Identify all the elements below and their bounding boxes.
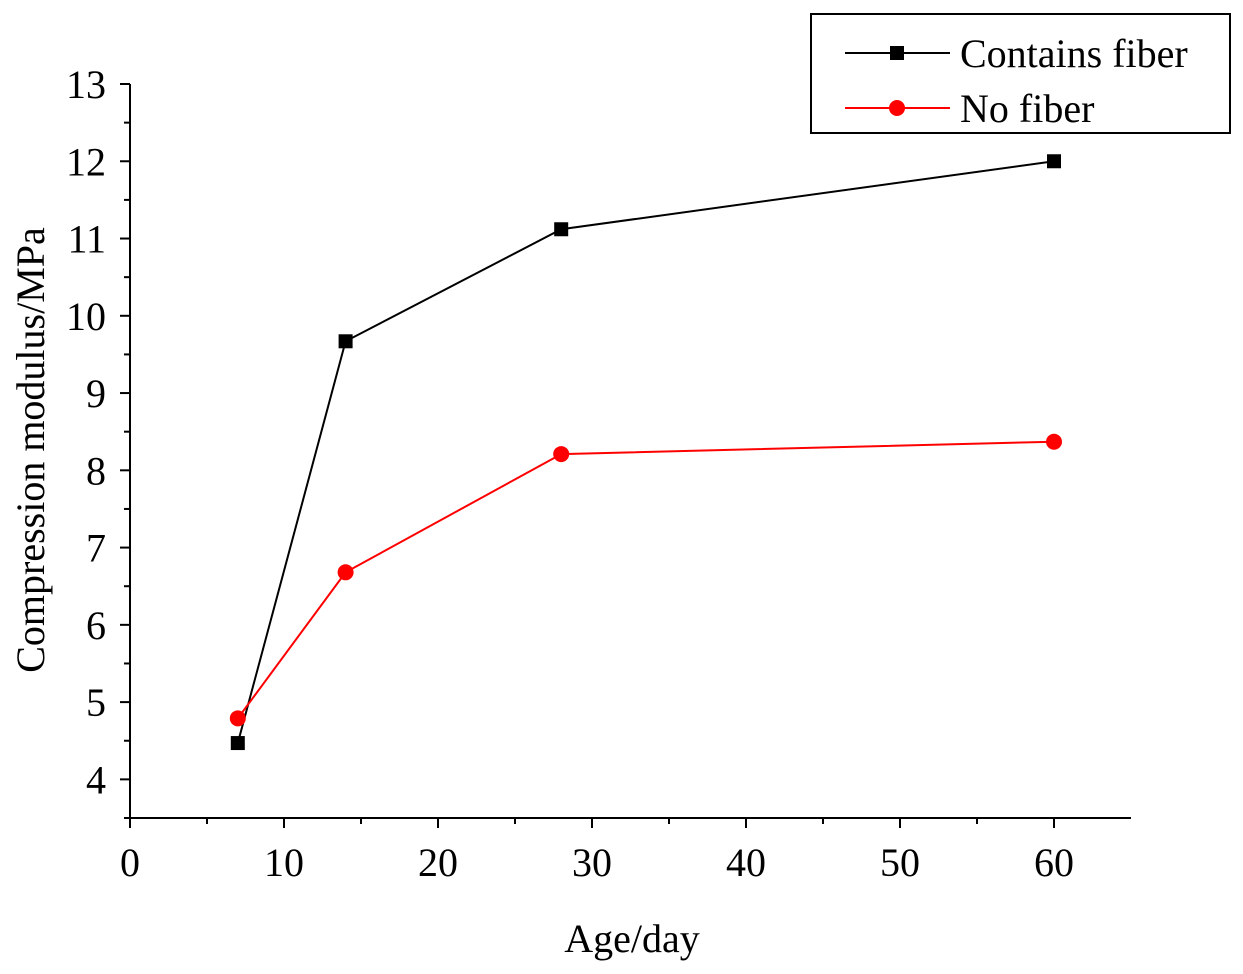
point-no-fiber-14 (337, 564, 354, 581)
y-tick-label-13: 13 (66, 62, 106, 107)
series-layer (229, 154, 1062, 751)
point-contains-fiber-7 (230, 736, 245, 751)
y-tick-label-9: 9 (86, 371, 106, 416)
y-tick-label-4: 4 (86, 757, 106, 802)
legend-label-contains-fiber: Contains fiber (960, 31, 1188, 76)
legend-label-no-fiber: No fiber (960, 86, 1094, 131)
x-tick-label-30: 30 (572, 840, 612, 885)
x-tick-label-40: 40 (726, 840, 766, 885)
x-tick-label-10: 10 (264, 840, 304, 885)
point-contains-fiber-60 (1047, 154, 1061, 169)
y-tick-label-10: 10 (66, 294, 106, 339)
series-line-no-fiber (236, 440, 1055, 719)
point-contains-fiber-28 (554, 222, 569, 237)
y-tick-label-11: 11 (67, 217, 106, 262)
legend-marker-contains-fiber (890, 46, 904, 60)
x-tick-label-50: 50 (880, 840, 920, 885)
point-no-fiber-60 (1046, 433, 1062, 450)
y-tick-label-7: 7 (86, 526, 106, 571)
point-no-fiber-7 (229, 710, 246, 727)
point-contains-fiber-14 (338, 334, 353, 349)
x-tick-label-0: 0 (120, 840, 140, 885)
x-tick-label-60: 60 (1034, 840, 1074, 885)
axes: 0 10 20 30 40 50 60 4 5 6 7 8 9 10 11 12 13 (66, 62, 1131, 885)
legend-box (810, 13, 1231, 134)
y-tick-label-12: 12 (66, 139, 106, 184)
y-axis-label: Compression modulus/MPa (8, 227, 53, 673)
x-tick-label-20: 20 (418, 840, 458, 885)
y-tick-label-8: 8 (86, 448, 106, 493)
legend-marker-no-fiber (889, 100, 905, 116)
y-tick-label-6: 6 (86, 603, 106, 648)
legend: Contains fiber No fiber (810, 13, 1231, 134)
y-tick-label-5: 5 (86, 680, 106, 725)
series-line-contains-fiber (236, 160, 1055, 744)
point-no-fiber-28 (553, 446, 570, 463)
x-axis-label: Age/day (564, 916, 700, 961)
